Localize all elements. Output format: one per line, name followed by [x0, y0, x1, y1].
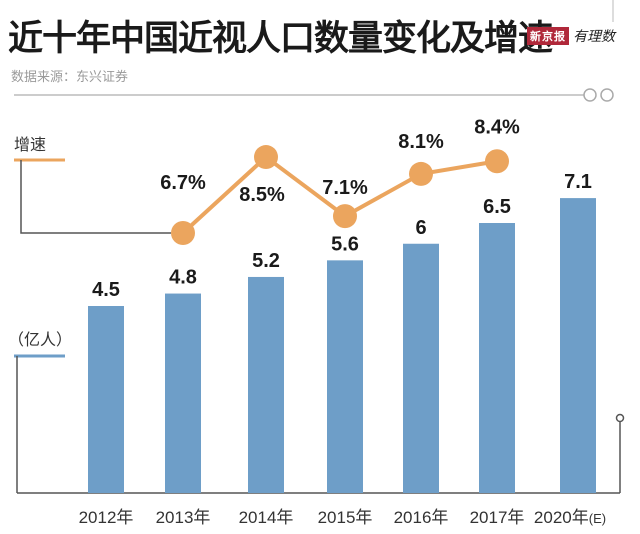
- bar-2017年: [479, 223, 515, 493]
- bar-2016年: [403, 243, 439, 493]
- bar-2012年: [88, 306, 124, 493]
- population-axis-label: （亿人）: [8, 331, 72, 349]
- growth-value-label: 7.1%: [322, 177, 368, 199]
- x-tick-label: 2014年: [239, 508, 294, 527]
- brand-badge: 新京报: [527, 27, 569, 45]
- bar-value-label: 4.8: [169, 267, 197, 289]
- bar-2015年: [327, 260, 363, 493]
- growth-marker: [254, 145, 278, 170]
- x-tick-label: 2015年: [318, 508, 373, 527]
- x-tick-label: 2020年(E): [534, 508, 606, 527]
- bar-value-label: 5.2: [252, 250, 280, 272]
- axis-end-ring-icon: [615, 413, 625, 423]
- x-tick-label: 2016年: [394, 508, 449, 527]
- growth-value-label: 8.5%: [239, 184, 285, 206]
- bar-2013年: [165, 293, 201, 493]
- growth-axis-label: 增速: [14, 136, 46, 154]
- growth-value-label: 8.1%: [398, 131, 444, 153]
- divider-ring-icon: [583, 88, 597, 102]
- x-tick-label: 2013年: [156, 508, 211, 527]
- bar-value-label: 7.1: [564, 171, 592, 193]
- bar-2014年: [248, 276, 284, 493]
- divider-ring-icon: [600, 88, 614, 102]
- data-source: 数据来源：东兴证券: [11, 70, 129, 85]
- bar-value-label: 5.6: [331, 233, 359, 255]
- growth-marker: [409, 161, 433, 186]
- bar-value-label: 6: [415, 217, 426, 239]
- growth-value-label: 6.7%: [160, 172, 206, 194]
- bar-value-label: 6.5: [483, 196, 511, 218]
- estimate-suffix: (E): [589, 511, 606, 526]
- growth-marker: [171, 221, 195, 245]
- growth-value-label: 8.4%: [474, 116, 520, 138]
- growth-connector-line: [20, 160, 171, 234]
- brand-script: 有理数: [573, 29, 615, 45]
- x-tick-label: 2017年: [470, 508, 525, 527]
- x-tick-label: 2012年: [79, 508, 134, 527]
- brand-logo: 新京报 有理数: [527, 26, 615, 46]
- bar-value-label: 4.5: [92, 279, 120, 301]
- bar-2020年: [560, 198, 596, 493]
- growth-marker: [485, 149, 509, 174]
- growth-marker: [333, 204, 357, 229]
- chart-title: 近十年中国近视人口数量变化及增速: [8, 19, 553, 59]
